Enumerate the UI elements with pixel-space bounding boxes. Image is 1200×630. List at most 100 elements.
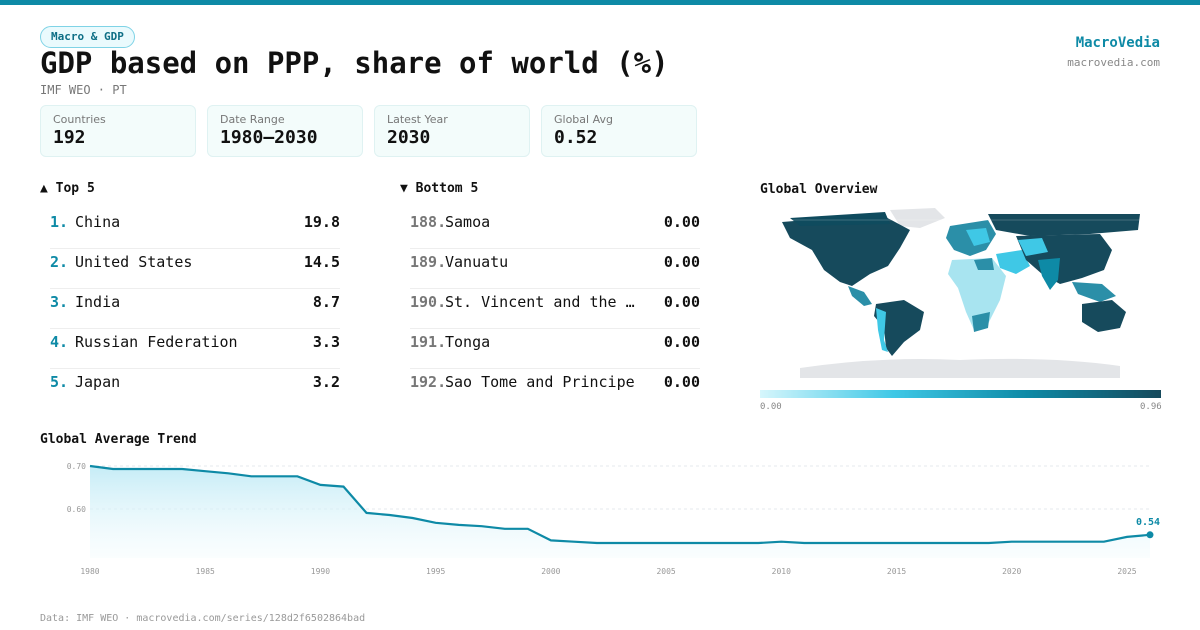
map-region-europe-east (966, 228, 990, 246)
top5-row[interactable]: 5. Japan 3.2 (50, 369, 340, 409)
x-tick-label: 2025 (1117, 567, 1136, 576)
bottom5-row[interactable]: 190. St. Vincent and the Grenadines 0.00 (410, 289, 700, 329)
stat-value: 1980–2030 (220, 127, 318, 148)
stat-card-latest-year: Latest Year 2030 (374, 105, 530, 157)
country-name: Samoa (445, 213, 491, 231)
country-value: 19.8 (303, 213, 340, 231)
map-region-egypt (974, 258, 994, 270)
rank-number: 191. (410, 333, 447, 351)
top5-row[interactable]: 4. Russian Federation 3.3 (50, 329, 340, 369)
country-value: 0.00 (663, 333, 700, 351)
map-region-south-africa (972, 312, 990, 332)
top5-title: ▲ Top 5 (40, 181, 95, 196)
map-region-canada-top (790, 212, 890, 226)
country-value: 0.00 (663, 253, 700, 271)
stat-label: Global Avg (554, 113, 613, 126)
map-region-greenland (890, 208, 945, 228)
category-badge[interactable]: Macro & GDP (40, 26, 135, 48)
top5-row[interactable]: 3. India 8.7 (50, 289, 340, 329)
rank-number: 1. (50, 213, 69, 231)
bottom5-row[interactable]: 188. Samoa 0.00 (410, 209, 700, 249)
bottom5-row[interactable]: 191. Tonga 0.00 (410, 329, 700, 369)
stat-value: 192 (53, 127, 86, 148)
bottom5-title: ▼ Bottom 5 (400, 181, 479, 196)
country-value: 8.7 (312, 293, 340, 311)
map-legend-scale (760, 390, 1161, 398)
rank-number: 192. (410, 373, 447, 391)
stat-card-countries: Countries 192 (40, 105, 196, 157)
country-value: 0.00 (663, 373, 700, 391)
country-name: Tonga (445, 333, 491, 351)
map-region-south-america (874, 300, 924, 356)
country-name: India (75, 293, 121, 311)
country-name: China (75, 213, 121, 231)
x-tick-label: 2015 (887, 567, 906, 576)
stat-label: Latest Year (387, 113, 448, 126)
brand-url[interactable]: macrovedia.com (1067, 56, 1160, 69)
map-region-southeast-asia (1072, 282, 1116, 302)
country-name: United States (75, 253, 193, 271)
map-legend-max: 0.96 (1140, 402, 1162, 412)
x-tick-label: 2005 (656, 567, 675, 576)
trend-line (89, 464, 1151, 545)
x-tick-label: 1980 (80, 567, 99, 576)
map-region-andes (876, 308, 888, 352)
stat-label: Date Range (220, 113, 285, 126)
country-value: 0.00 (663, 293, 700, 311)
x-tick-label: 1985 (196, 567, 215, 576)
stat-value: 2030 (387, 127, 431, 148)
top-accent-bar (0, 0, 1200, 5)
map-title: Global Overview (760, 182, 878, 197)
top5-row[interactable]: 1. China 19.8 (50, 209, 340, 249)
country-name: St. Vincent and the Grenadines (445, 293, 641, 311)
country-value: 3.2 (312, 373, 340, 391)
rank-number: 4. (50, 333, 69, 351)
country-value: 0.00 (663, 213, 700, 231)
map-region-africa (948, 258, 1006, 330)
map-region-central-america (848, 286, 872, 306)
x-tick-label: 1995 (426, 567, 445, 576)
last-point-label: 0.54 (1136, 517, 1160, 528)
stat-value: 0.52 (554, 127, 598, 148)
country-name: Russian Federation (75, 333, 238, 351)
y-tick-label: 0.70 (67, 462, 86, 471)
rank-number: 3. (50, 293, 69, 311)
map-region-russia (988, 214, 1140, 236)
map-region-india (1038, 258, 1060, 290)
last-point-marker (1146, 531, 1154, 539)
country-name: Vanuatu (445, 253, 509, 271)
trend-area-fill (90, 466, 1150, 558)
trend-title: Global Average Trend (40, 432, 197, 447)
x-tick-label: 2010 (772, 567, 791, 576)
x-tick-label: 1990 (311, 567, 330, 576)
map-region-middle-east (996, 250, 1030, 274)
map-region-north-america (782, 214, 910, 286)
rank-number: 188. (410, 213, 447, 231)
rank-number: 5. (50, 373, 69, 391)
country-value: 14.5 (303, 253, 340, 271)
stat-label: Countries (53, 113, 106, 126)
map-region-australia (1082, 300, 1126, 332)
y-tick-label: 0.60 (67, 505, 86, 514)
brand-logo[interactable]: MacroVedia (1075, 35, 1160, 51)
rank-number: 2. (50, 253, 69, 271)
x-tick-label: 2020 (1002, 567, 1021, 576)
trend-chart[interactable]: 0.60 0.70 1980 1985 1990 1995 2000 2005 2010 2015… (40, 452, 1160, 582)
page-subtitle: IMF WEO · PT (40, 83, 127, 97)
stat-card-date-range: Date Range 1980–2030 (207, 105, 363, 157)
world-map[interactable] (760, 200, 1161, 382)
rank-number: 189. (410, 253, 447, 271)
stat-card-global-avg: Global Avg 0.52 (541, 105, 697, 157)
bottom5-row[interactable]: 189. Vanuatu 0.00 (410, 249, 700, 289)
rank-number: 190. (410, 293, 447, 311)
country-name: Sao Tome and Principe (445, 373, 635, 391)
map-region-antarctica (800, 358, 1120, 378)
map-region-central-asia (1018, 238, 1048, 256)
page-title: GDP based on PPP, share of world (%) (40, 46, 669, 80)
country-value: 3.3 (312, 333, 340, 351)
country-name: Japan (75, 373, 121, 391)
footer-source[interactable]: Data: IMF WEO · macrovedia.com/series/12… (40, 613, 366, 624)
top5-row[interactable]: 2. United States 14.5 (50, 249, 340, 289)
bottom5-row[interactable]: 192. Sao Tome and Principe 0.00 (410, 369, 700, 409)
x-tick-label: 2000 (541, 567, 560, 576)
